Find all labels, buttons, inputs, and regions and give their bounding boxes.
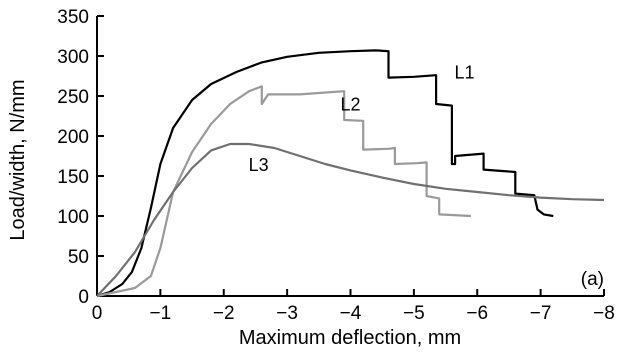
series-line-l3 xyxy=(96,142,605,297)
x-tick-label: −7 xyxy=(530,303,552,324)
x-tick-label: −1 xyxy=(150,303,172,324)
series-line-l2 xyxy=(96,85,471,298)
annotation-layer: L1 L2 L3 xyxy=(249,62,475,175)
series-label-l1: L1 xyxy=(455,62,475,82)
series-label-l3: L3 xyxy=(249,155,269,175)
y-tick-label: 200 xyxy=(57,127,89,148)
y-axis-title: Load/width, N/mm xyxy=(7,79,29,240)
x-tick-label: −5 xyxy=(403,303,425,324)
y-tick-label: 350 xyxy=(57,7,89,28)
y-tick-label: 0 xyxy=(78,287,89,308)
plot-frame xyxy=(96,16,604,297)
y-tick-label: 300 xyxy=(57,47,89,68)
x-tick-label: 0 xyxy=(92,303,103,324)
series-label-l2: L2 xyxy=(340,94,360,114)
y-axis: 0 50 100 150 200 250 300 350 xyxy=(57,7,104,308)
x-axis: 0 −1 −2 −3 −4 −5 −6 −7 −8 xyxy=(92,289,615,324)
panel-label: (a) xyxy=(581,269,604,290)
y-tick-label: 150 xyxy=(57,167,89,188)
series-line-l1 xyxy=(96,49,554,298)
x-tick-label: −6 xyxy=(466,303,488,324)
y-tick-label: 100 xyxy=(57,207,89,228)
x-tick-label: −3 xyxy=(276,303,298,324)
x-axis-title: Maximum deflection, mm xyxy=(239,327,461,349)
y-tick-label: 250 xyxy=(57,87,89,108)
x-tick-label: −2 xyxy=(213,303,235,324)
x-tick-label: −4 xyxy=(340,303,362,324)
series-layer xyxy=(96,49,605,298)
x-tick-label: −8 xyxy=(593,303,615,324)
y-tick-label: 50 xyxy=(68,247,89,268)
